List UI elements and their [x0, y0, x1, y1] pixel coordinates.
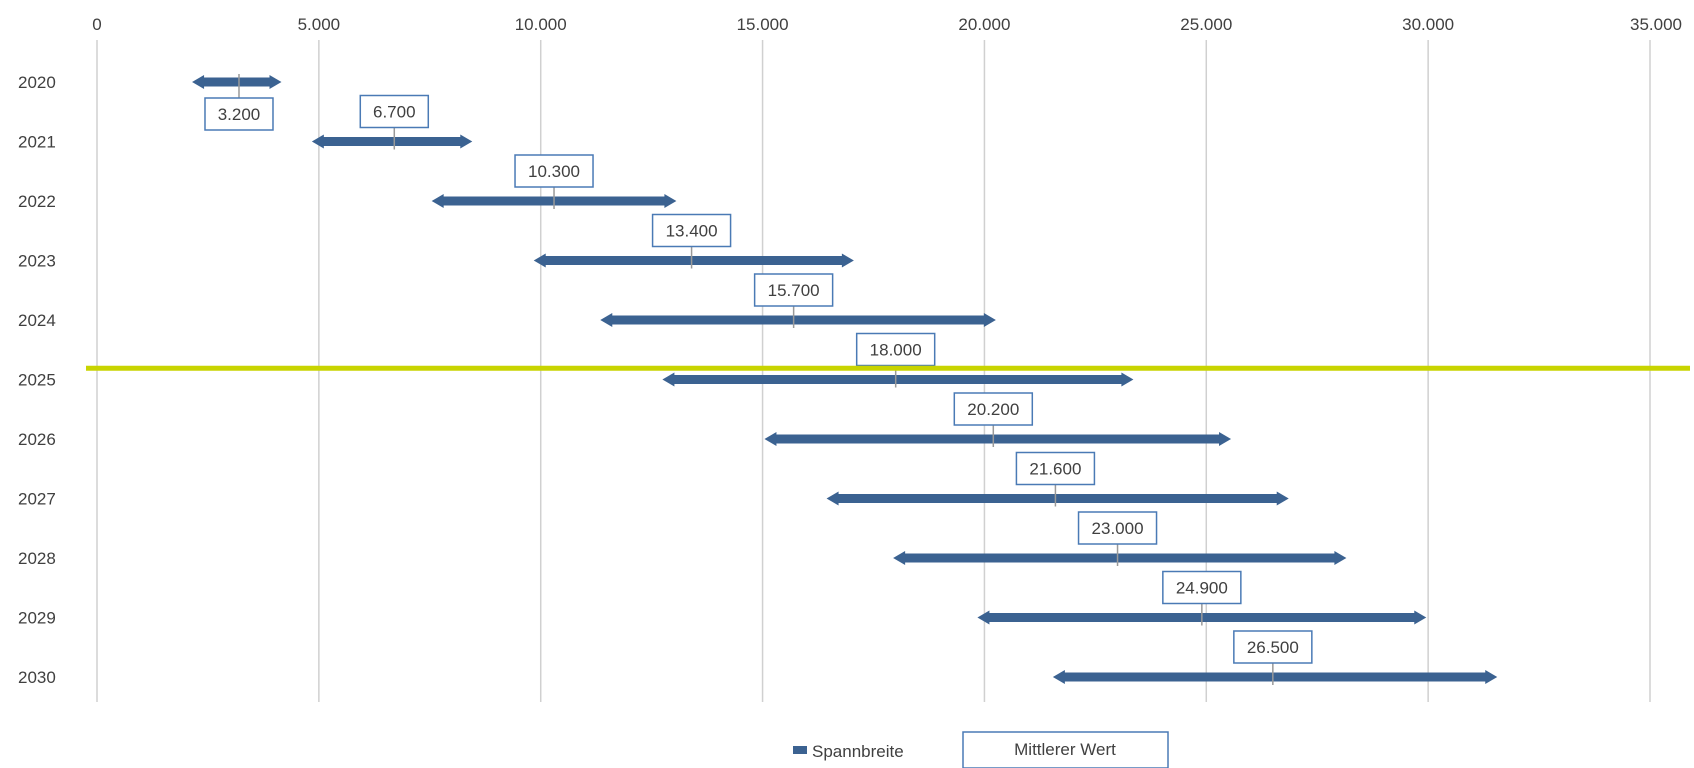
mid-value-label: 26.500 — [1247, 638, 1299, 657]
range-bar-right-cap — [841, 253, 854, 268]
mid-value-label: 21.600 — [1029, 460, 1081, 479]
mid-value-label: 24.900 — [1176, 579, 1228, 598]
mid-value-box — [1233, 630, 1313, 664]
mid-value-label: 10.300 — [528, 162, 580, 181]
y-tick-label: 2030 — [18, 668, 56, 687]
x-tick-label: 0 — [92, 15, 101, 34]
y-tick-label: 2025 — [18, 371, 56, 390]
x-tick-label: 20.000 — [958, 15, 1010, 34]
y-tick-label: 2026 — [18, 430, 56, 449]
range-bar-left-cap — [893, 551, 906, 565]
range-bar-left-cap — [662, 372, 675, 387]
mid-value-labels: 3.200 6.700 10.300 13.400 15.700 18.000 20.200… — [204, 74, 1313, 685]
mid-value-label: 6.700 — [373, 103, 416, 122]
x-tick-label: 5.000 — [298, 15, 341, 34]
range-bar-left-cap — [764, 432, 777, 446]
x-axis-ticks: 0 5.000 10.000 15.000 20.000 25.000 30.000 35.0… — [92, 15, 1682, 34]
legend-spannbreite-swatch — [793, 746, 807, 754]
mid-value-label: 18.000 — [870, 341, 922, 360]
mid-value-box — [359, 94, 430, 129]
range-bar-left-cap — [192, 75, 205, 89]
mid-value-box — [1077, 511, 1158, 545]
y-tick-label: 2027 — [18, 490, 56, 509]
range-bar-left-cap — [533, 253, 546, 268]
y-axis-ticks: 2020 2021 2022 2023 2024 2025 2026 2027 2028 2029… — [18, 73, 56, 687]
gridlines — [96, 40, 1651, 702]
mid-value-box — [204, 97, 274, 131]
y-tick-label: 2023 — [18, 252, 56, 271]
y-tick-label: 2022 — [18, 192, 56, 211]
x-tick-label: 35.000 — [1630, 15, 1682, 34]
legend-mittlerer-wert-box — [962, 731, 1169, 768]
mid-value-box — [855, 332, 936, 367]
range-bar-right-cap — [269, 75, 282, 89]
mid-value-box — [1015, 451, 1096, 486]
range-bar-left-cap — [1052, 670, 1065, 684]
mid-value-box — [753, 273, 834, 307]
range-bar-right-cap — [1276, 491, 1289, 506]
x-tick-label: 30.000 — [1402, 15, 1454, 34]
mid-value-label: 23.000 — [1092, 519, 1144, 538]
mid-value-label: 13.400 — [666, 222, 718, 241]
range-bar-right-cap — [1334, 551, 1347, 565]
range-bar-right-cap — [1485, 670, 1498, 684]
range-bar-left-cap — [826, 491, 839, 506]
mid-value-label: 3.200 — [218, 105, 261, 124]
y-tick-label: 2020 — [18, 73, 56, 92]
legend: Spannbreite Mittlerer Wert — [793, 731, 1169, 768]
range-bar-right-cap — [1414, 610, 1427, 625]
legend-spannbreite-label: Spannbreite — [812, 742, 904, 761]
x-tick-label: 25.000 — [1180, 15, 1232, 34]
range-bar-left-cap — [431, 194, 444, 208]
legend-mittlerer-wert-label: Mittlerer Wert — [1014, 740, 1116, 759]
mid-value-box — [1162, 570, 1242, 605]
range-bars — [192, 75, 1498, 684]
range-bar-right-cap — [664, 194, 677, 208]
x-tick-label: 10.000 — [515, 15, 567, 34]
range-bar-right-cap — [1121, 372, 1134, 387]
range-bar-left-cap — [600, 313, 613, 327]
mid-value-box — [953, 392, 1034, 426]
mid-value-label: 20.200 — [967, 400, 1019, 419]
range-bar-right-cap — [983, 313, 996, 327]
range-bar-right-cap — [1219, 432, 1232, 446]
mid-value-box — [651, 213, 732, 248]
range-bar-left-cap — [977, 610, 990, 625]
x-tick-label: 15.000 — [737, 15, 789, 34]
y-tick-label: 2028 — [18, 549, 56, 568]
y-tick-label: 2024 — [18, 311, 56, 330]
mid-value-label: 15.700 — [768, 281, 820, 300]
y-tick-label: 2021 — [18, 133, 56, 152]
range-bar-left-cap — [311, 134, 324, 149]
range-bar-right-cap — [460, 134, 473, 149]
y-tick-label: 2029 — [18, 609, 56, 628]
mid-value-box — [514, 154, 594, 188]
